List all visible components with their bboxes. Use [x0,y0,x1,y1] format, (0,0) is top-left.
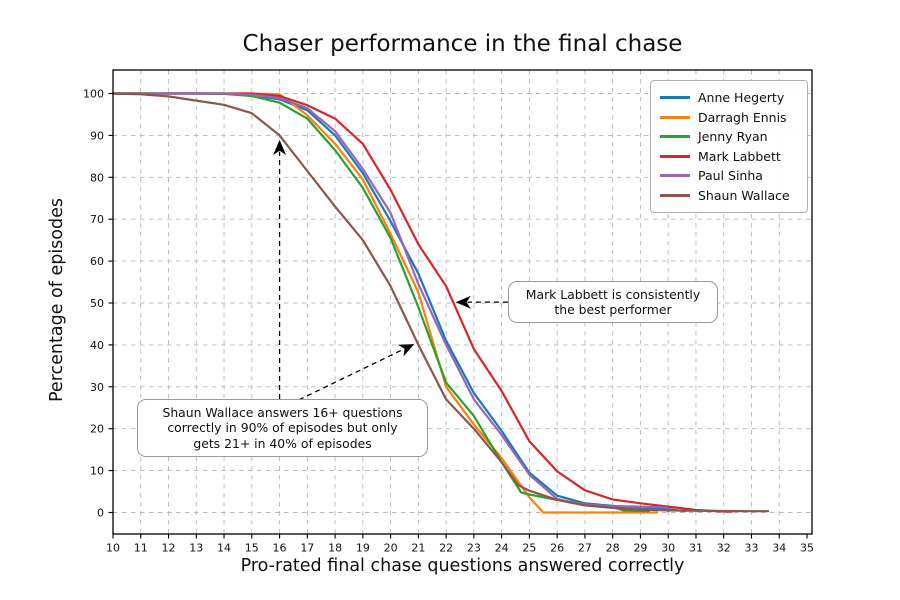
axes-spines [112,69,813,535]
x-tick-label: 23 [467,542,481,555]
legend-line-swatch [660,115,690,119]
y-tick-label: 80 [90,171,104,184]
x-tick-label: 18 [328,542,342,555]
x-tick-label: 21 [411,542,425,555]
y-tick-label: 20 [90,423,104,436]
legend-item-jenny-ryan: Jenny Ryan [660,127,798,147]
y-tick-label: 10 [90,465,104,478]
annotation-shaun-wallace: Shaun Wallace answers 16+ questions corr… [137,399,428,457]
annotation-line: the best performer [554,302,672,317]
x-tick-label: 10 [106,542,120,555]
series-line-shaun-wallace [111,92,770,513]
x-tick-label: 11 [134,542,148,555]
x-tick-label: 12 [162,542,176,555]
legend-label: Jenny Ryan [698,129,768,145]
x-tick-label: 26 [550,542,564,555]
annotation-line: Shaun Wallace answers 16+ questions [162,404,403,420]
annotation-line: Mark Labbett is consistently [525,286,701,302]
legend-item-darragh-ennis: Darragh Ennis [660,108,798,128]
x-tick-label: 35 [800,542,814,555]
legend-line-swatch [660,135,690,139]
legend-label: Darragh Ennis [698,109,787,125]
legend-item-shaun-wallace: Shaun Wallace [660,186,798,206]
x-tick-label: 25 [522,542,536,555]
legend-item-mark-labbett: Mark Labbett [660,147,798,167]
x-tick-label: 14 [217,542,231,555]
legend-line-swatch [660,154,690,158]
x-tick-label: 16 [273,542,287,555]
legend-line-swatch [660,174,690,178]
legend: Anne Hegerty Darragh Ennis Jenny Ryan Mark … [650,80,808,213]
legend-label: Anne Hegerty [698,90,785,106]
legend-item-anne-hegerty: Anne Hegerty [660,88,798,108]
legend-line-swatch [660,96,690,100]
y-tick-label: 70 [90,213,104,226]
x-tick-label: 24 [495,542,509,555]
x-tick-label: 29 [633,542,647,555]
x-tick-label: 28 [606,542,620,555]
annotation-line: gets 21+ in 40% of episodes [193,435,372,451]
legend-item-paul-sinha: Paul Sinha [660,166,798,186]
x-tick-label: 22 [439,542,453,555]
legend-line-swatch [660,193,690,197]
x-axis-label: Pro-rated final chase questions answered… [240,556,685,576]
y-tick-label: 100 [83,88,104,101]
y-tick-label: 90 [90,129,104,142]
x-tick-label: 13 [189,542,203,555]
x-tick-label: 15 [245,542,259,555]
x-tick-label: 27 [578,542,592,555]
y-tick-label: 30 [90,381,104,394]
x-tick-label: 30 [661,542,675,555]
x-tick-label: 31 [689,542,703,555]
y-tick-label: 0 [97,507,104,520]
x-tick-label: 34 [772,542,786,555]
y-axis-label: Percentage of episodes [47,198,67,402]
legend-label: Mark Labbett [698,148,781,164]
x-tick-label: 19 [356,542,370,555]
y-tick-label: 50 [90,297,104,310]
annotation-line: correctly in 90% of episodes but only [167,420,398,436]
x-tick-label: 33 [744,542,758,555]
x-tick-label: 32 [717,542,731,555]
y-tick-label: 40 [90,339,104,352]
annotation-arrow-line [298,348,404,401]
legend-label: Paul Sinha [698,168,763,184]
legend-label: Shaun Wallace [698,187,790,203]
annotation-arrowhead [455,295,471,309]
annotation-arrowhead [273,140,287,155]
x-tick-label: 17 [300,542,314,555]
annotation-arrowhead [397,344,415,357]
y-tick-label: 60 [90,255,104,268]
x-tick-label: 20 [384,542,398,555]
chart-title: Chaser performance in the final chase [242,31,683,57]
annotation-mark-labbett: Mark Labbett is consistently the best pe… [508,281,718,323]
